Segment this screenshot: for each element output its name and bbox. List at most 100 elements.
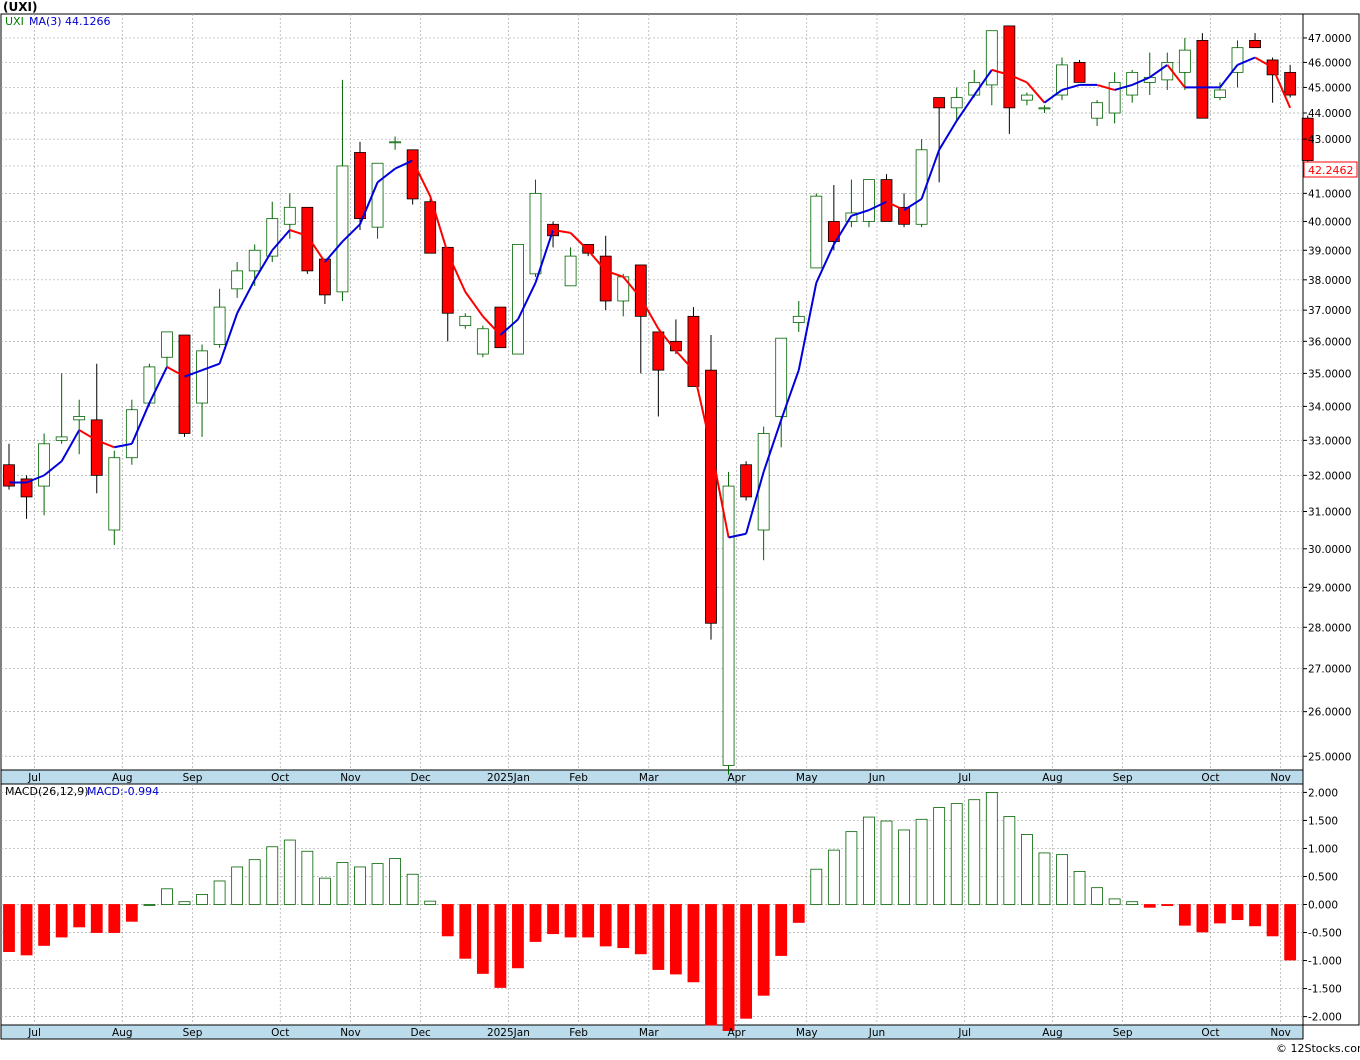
candle-body <box>740 464 752 498</box>
ma-segment <box>1096 83 1115 91</box>
candle-body <box>652 331 665 371</box>
ma-segment <box>1026 81 1046 104</box>
price-x-label: Sep <box>183 772 203 784</box>
ma-segment <box>780 369 800 421</box>
macd-bar <box>933 807 946 905</box>
macd-bar <box>827 849 840 905</box>
macd-bar <box>248 859 261 905</box>
candle-body <box>196 350 208 404</box>
ma-segment <box>534 229 554 284</box>
ma-segment <box>1219 64 1239 89</box>
price-tick-label: 44.0000 <box>1308 108 1351 120</box>
candle-body <box>1091 102 1103 119</box>
macd-xaxis-band <box>0 1024 1304 1040</box>
macd-bar <box>582 904 595 938</box>
candle-body <box>634 264 647 317</box>
ma-segment <box>394 159 414 170</box>
macd-bar <box>863 816 875 905</box>
macd-bar <box>1003 816 1016 905</box>
candle-body <box>1214 89 1226 98</box>
candle-body <box>55 436 68 441</box>
ma-segment <box>429 195 449 254</box>
candle-body <box>1301 117 1314 161</box>
ma-segment <box>552 229 571 234</box>
ma-segment <box>1114 83 1133 91</box>
candle-body <box>3 464 15 487</box>
macd-tick-label: -0.500 <box>1308 928 1342 940</box>
right-axis-frame <box>1302 13 1360 1026</box>
macd-bar <box>1284 904 1297 961</box>
ma-segment <box>43 460 63 477</box>
price-panel <box>0 13 1304 771</box>
candle-body <box>687 315 700 387</box>
ma-segment <box>569 232 589 251</box>
macd-bar <box>564 904 577 938</box>
macd-bar <box>722 904 735 1032</box>
ma-segment <box>148 366 168 404</box>
macd-bar <box>652 904 665 970</box>
last-price-tag <box>1303 161 1358 178</box>
macd-x-label: Apr <box>727 1027 746 1039</box>
price-tick-label: 46.0000 <box>1308 57 1351 69</box>
macd-tick-label: 1.000 <box>1308 843 1338 855</box>
candle-body <box>1231 47 1244 73</box>
macd-bar <box>108 904 121 933</box>
ma-segment <box>306 235 326 263</box>
candle-body <box>757 433 770 531</box>
ma-segment <box>26 474 45 484</box>
ma-segment <box>868 200 887 212</box>
macd-tick-label: 0.000 <box>1308 900 1338 912</box>
legend-symbol: UXI <box>5 15 24 28</box>
ma-segment <box>482 315 502 336</box>
macd-x-label: Nov <box>340 1027 361 1039</box>
ma-segment <box>236 279 256 314</box>
candle-body <box>1178 49 1191 73</box>
macd-x-label: Aug <box>1042 1027 1063 1039</box>
ma-segment <box>832 215 853 245</box>
ma-segment <box>938 120 958 151</box>
ma-segment <box>973 69 993 96</box>
price-tick-label: 30.0000 <box>1308 544 1351 556</box>
price-x-label: Apr <box>727 772 746 784</box>
ma-segment <box>464 291 484 317</box>
candle-body <box>915 149 928 225</box>
candle-body <box>1038 107 1051 110</box>
macd-bar <box>1266 904 1279 937</box>
ma-segment <box>1166 64 1186 89</box>
macd-x-label: Oct <box>1201 1027 1219 1039</box>
ma-segment <box>675 350 695 371</box>
ma-segment <box>114 442 133 449</box>
ma-segment <box>271 229 291 251</box>
ma-segment <box>499 318 519 336</box>
candle-body <box>424 201 437 254</box>
price-x-label: Jul <box>957 772 971 784</box>
macd-x-label: Nov <box>1270 1027 1291 1039</box>
macd-x-label: Sep <box>1113 1027 1133 1039</box>
macd-tick-label: -1.500 <box>1308 984 1342 996</box>
ma-segment <box>411 160 432 197</box>
macd-bar <box>125 904 138 922</box>
ma-segment <box>587 249 607 272</box>
candle-body <box>950 97 963 109</box>
candle-body <box>599 255 612 302</box>
price-x-label: Aug <box>112 772 133 784</box>
candle-body <box>512 244 524 355</box>
ma-segment <box>797 282 818 371</box>
candle-body <box>1126 71 1139 96</box>
candle-body <box>792 315 805 323</box>
candle-body <box>143 366 156 404</box>
macd-bar <box>1038 852 1051 905</box>
ma-segment <box>60 429 81 462</box>
macd-bar <box>406 873 419 905</box>
candle-body <box>880 179 893 222</box>
macd-bar <box>161 888 173 905</box>
price-x-label: Aug <box>1042 772 1063 784</box>
macd-bar <box>20 904 33 956</box>
macd-bar <box>196 894 208 905</box>
macd-bar <box>371 863 384 905</box>
candle-body <box>810 195 823 269</box>
macd-bar <box>476 904 489 974</box>
macd-bar <box>73 904 86 928</box>
